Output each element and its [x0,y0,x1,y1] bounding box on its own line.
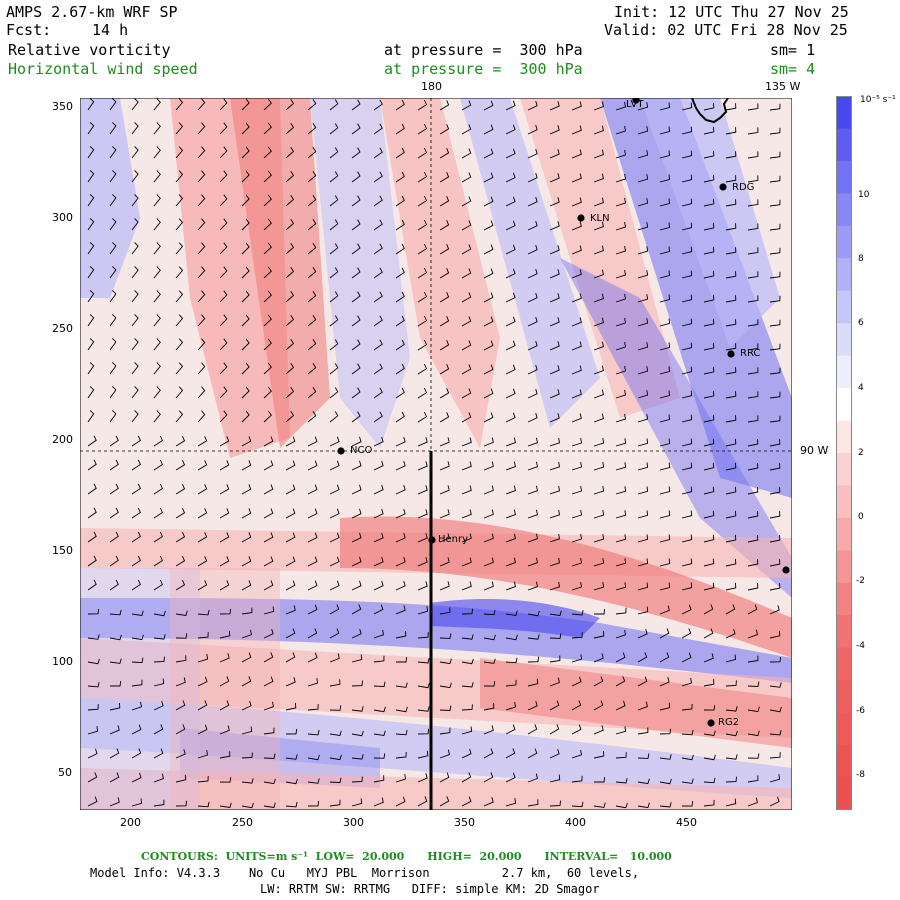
field2-smoothing: sm= 4 [770,60,816,78]
station-label-rg2: RG2 [718,717,740,728]
x-tick: 350 [454,816,475,829]
y-tick: 200 [52,433,73,446]
model-info: Model Info: V4.3.3 No Cu MYJ PBL Morriso… [90,866,640,880]
y-tick: 100 [52,655,73,668]
field1-name: Relative vorticity [8,41,171,59]
wind-barbs [87,98,782,809]
colorbar-unit: 10⁻⁵ s⁻¹ [860,95,896,105]
field2-name: Horizontal wind speed [8,60,198,78]
meridian-180-label: 180 [421,80,442,93]
forecast-label: Fcst: [6,21,52,39]
colorbar-label: 4 [858,383,864,393]
field1-level: at pressure = 300 hPa [384,41,583,59]
x-tick: 400 [565,816,586,829]
y-tick: 350 [52,100,73,113]
y-tick: 50 [58,766,72,779]
model-physics: LW: RRTM SW: RRTMG DIFF: simple KM: 2D S… [260,882,600,896]
y-tick: 150 [52,544,73,557]
colorbar-label: -6 [856,706,865,716]
colorbar-label: -2 [856,576,865,586]
station-label-lvt: LVT [626,99,644,110]
station-label-nco: NCO [350,445,373,456]
x-tick: 250 [232,816,253,829]
colorbar-label: 8 [858,254,864,264]
y-tick: 300 [52,211,73,224]
forecast-hour: 14 h [92,21,129,39]
station-label-rdg: RDG [732,182,755,193]
field2-level: at pressure = 300 hPa [384,60,583,78]
valid-time: Valid: 02 UTC Fri 28 Nov 25 [604,21,848,39]
colorbar [836,96,852,810]
model-title: AMPS 2.67-km WRF SP [6,3,178,21]
x-tick: 450 [676,816,697,829]
colorbar-label: 6 [858,318,864,328]
init-time: Init: 12 UTC Thu 27 Nov 25 [614,3,849,21]
colorbar-label: 2 [858,448,864,458]
x-tick: 200 [120,816,141,829]
coastline [691,98,729,124]
colorbar-label: 10 [858,190,870,200]
field1-smoothing: sm= 1 [770,41,816,59]
contour-info: CONTOURS: UNITS=m s⁻¹ LOW= 20.000 HIGH= … [141,850,672,863]
vorticity-map [80,98,792,810]
colorbar-label: -8 [856,770,865,780]
station-label-henry: Henry [438,534,469,545]
colorbar-label: -4 [856,641,865,651]
station-label-rrc: RRC [740,348,761,359]
colorbar-label: 0 [858,512,864,522]
x-tick: 300 [343,816,364,829]
parallel-90w-label: 90 W [800,444,829,457]
station-label-kln: KLN [590,213,610,224]
station-markers [337,98,790,727]
vorticity-field [80,98,792,810]
y-tick: 250 [52,322,73,335]
meridian-135w-label: 135 W [765,80,801,93]
